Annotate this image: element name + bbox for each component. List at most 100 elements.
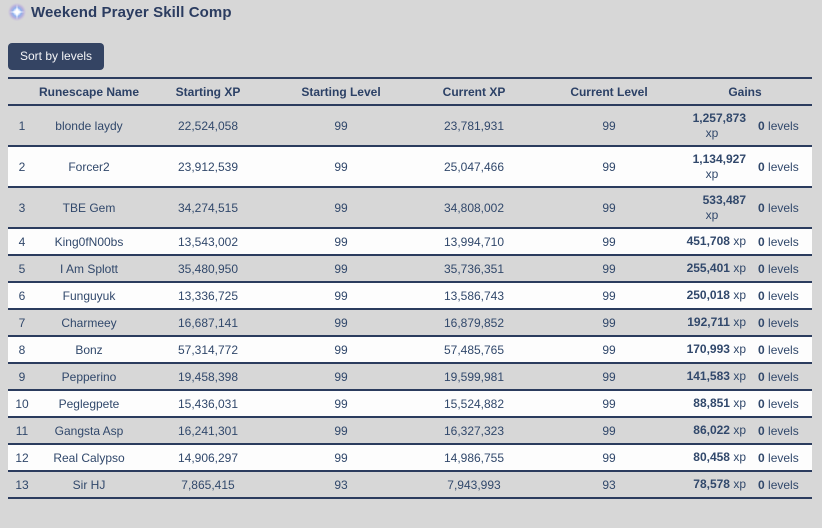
cell-current-xp: 19,599,981 [443,369,505,384]
cell-starting-xp: 14,906,297 [177,450,239,465]
cell-rank: 11 [15,423,29,438]
table-row: 5 I Am Splott 35,480,950 99 35,736,351 9… [8,255,812,282]
cell-current-level: 99 [602,159,616,174]
cell-starting-level: 99 [334,423,348,438]
gains-wrap: 533,487 xp 0 levels [678,193,812,223]
cell-starting-xp: 13,543,002 [177,234,239,249]
column-header-current-level: Current Level [570,84,648,99]
cell-rank: 2 [18,159,26,174]
gains-wrap: 250,018 xp 0 levels [678,288,812,303]
gains-wrap: 86,022 xp 0 levels [678,423,812,438]
cell-current-level: 99 [602,200,616,215]
cell-gains: 141,583 xp 0 levels [678,363,812,390]
table-row: 7 Charmeey 16,687,141 99 16,879,852 99 1… [8,309,812,336]
gains-xp: 533,487 xp [702,192,746,222]
cell-starting-xp: 35,480,950 [177,261,239,276]
cell-gains: 451,708 xp 0 levels [678,228,812,255]
page-title: Weekend Prayer Skill Comp [31,3,232,21]
gains-levels: 0 levels [758,477,799,492]
cell-starting-xp: 57,314,772 [177,342,239,357]
cell-starting-level: 99 [334,159,348,174]
leaderboard-header: Runescape Name Starting XP Starting Leve… [8,78,812,105]
cell-current-level: 99 [602,342,616,357]
prayer-skill-icon [8,3,26,21]
cell-current-xp: 7,943,993 [447,477,501,492]
cell-runescape-name: King0fN00bs [54,234,124,249]
cell-current-level: 93 [602,477,616,492]
cell-rank: 10 [15,396,29,411]
leaderboard-table: Runescape Name Starting XP Starting Leve… [8,77,812,499]
header-row: Runescape Name Starting XP Starting Leve… [8,78,812,105]
cell-current-xp: 34,808,002 [443,200,505,215]
cell-current-xp: 13,586,743 [443,288,505,303]
cell-runescape-name: Bonz [75,342,103,357]
cell-runescape-name: Peglegpete [58,396,120,411]
table-row: 3 TBE Gem 34,274,515 99 34,808,002 99 53… [8,187,812,228]
cell-runescape-name: I Am Splott [59,261,119,276]
cell-rank: 12 [15,450,29,465]
gains-wrap: 88,851 xp 0 levels [678,396,812,411]
cell-gains: 255,401 xp 0 levels [678,255,812,282]
cell-current-xp: 57,485,765 [443,342,505,357]
cell-starting-level: 99 [334,234,348,249]
table-row: 6 Funguyuk 13,336,725 99 13,586,743 99 2… [8,282,812,309]
gains-levels: 0 levels [758,396,799,411]
gains-levels: 0 levels [758,315,799,330]
cell-current-xp: 35,736,351 [443,261,505,276]
column-header-runescape-name: Runescape Name [38,84,140,99]
cell-current-level: 99 [602,369,616,384]
gains-xp: 250,018 xp [686,288,746,302]
cell-gains: 88,851 xp 0 levels [678,390,812,417]
cell-rank: 1 [18,118,26,133]
column-header-rank [8,78,36,105]
gains-levels: 0 levels [758,369,799,384]
cell-rank: 5 [18,261,26,276]
sort-by-levels-button[interactable]: Sort by levels [8,43,105,70]
cell-starting-xp: 19,458,398 [177,369,239,384]
cell-starting-level: 99 [334,396,348,411]
cell-runescape-name: TBE Gem [62,200,116,215]
cell-starting-xp: 34,274,515 [177,200,239,215]
cell-rank: 7 [18,315,26,330]
gains-levels: 0 levels [758,423,799,438]
gains-levels: 0 levels [758,261,799,276]
table-row: 1 blonde laydy 22,524,058 99 23,781,931 … [8,105,812,146]
cell-current-level: 99 [602,423,616,438]
cell-starting-xp: 16,241,301 [177,423,239,438]
gains-xp: 170,993 xp [686,342,746,356]
gains-wrap: 141,583 xp 0 levels [678,369,812,384]
cell-gains: 533,487 xp 0 levels [678,187,812,228]
gains-wrap: 1,257,873 xp 0 levels [678,111,812,141]
gains-levels: 0 levels [758,450,799,465]
column-header-current-xp: Current XP [442,84,506,99]
gains-levels: 0 levels [758,288,799,303]
cell-starting-xp: 13,336,725 [177,288,239,303]
cell-rank: 4 [18,234,26,249]
gains-wrap: 78,578 xp 0 levels [678,477,812,492]
cell-current-xp: 15,524,882 [443,396,505,411]
gains-xp: 80,458 xp [693,450,746,464]
table-row: 10 Peglegpete 15,436,031 99 15,524,882 9… [8,390,812,417]
gains-xp: 1,257,873 xp [692,110,746,140]
cell-gains: 1,134,927 xp 0 levels [678,146,812,187]
leaderboard-body: 1 blonde laydy 22,524,058 99 23,781,931 … [8,105,812,498]
table-row: 2 Forcer2 23,912,539 99 25,047,466 99 1,… [8,146,812,187]
cell-rank: 6 [18,288,26,303]
cell-starting-xp: 23,912,539 [177,159,239,174]
column-header-starting-level: Starting Level [301,84,381,99]
cell-starting-xp: 22,524,058 [177,118,239,133]
gains-xp: 78,578 xp [693,477,746,491]
cell-runescape-name: Charmeey [61,315,117,330]
cell-gains: 86,022 xp 0 levels [678,417,812,444]
cell-starting-level: 99 [334,118,348,133]
cell-current-level: 99 [602,118,616,133]
table-row: 13 Sir HJ 7,865,415 93 7,943,993 93 78,5… [8,471,812,498]
cell-starting-level: 99 [334,342,348,357]
cell-starting-xp: 15,436,031 [177,396,239,411]
gains-wrap: 255,401 xp 0 levels [678,261,812,276]
cell-starting-level: 99 [334,200,348,215]
cell-rank: 3 [18,200,26,215]
cell-current-xp: 25,047,466 [443,159,505,174]
cell-current-level: 99 [602,450,616,465]
cell-runescape-name: Forcer2 [68,159,110,174]
